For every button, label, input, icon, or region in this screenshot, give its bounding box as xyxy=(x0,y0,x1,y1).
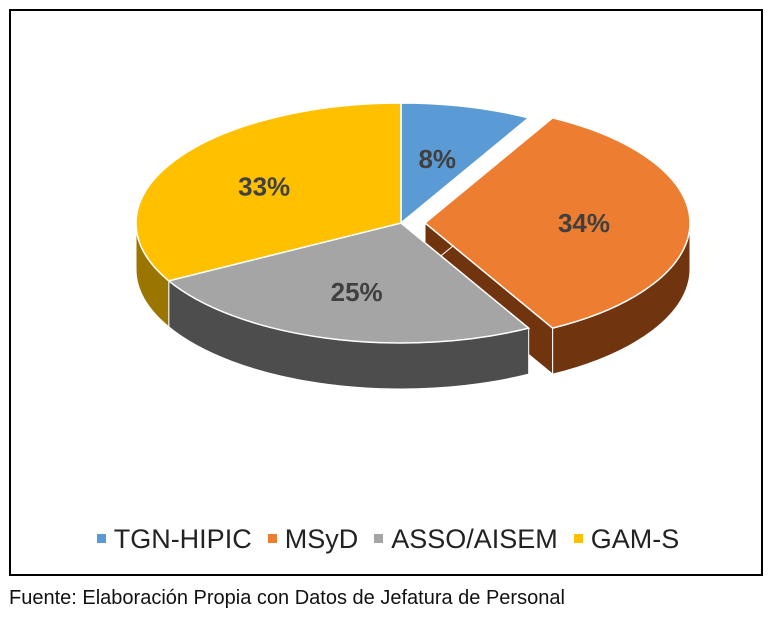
pie-slice-msyd xyxy=(423,117,691,329)
legend-item-asso-aisem: ASSO/AISEM xyxy=(374,524,558,555)
source-caption: Fuente: Elaboración Propia con Datos de … xyxy=(9,587,565,609)
legend-label-asso-aisem: ASSO/AISEM xyxy=(391,524,558,554)
legend-label-msyd: MSyD xyxy=(284,524,359,554)
legend-swatch-gam-s xyxy=(573,534,583,544)
legend-swatch-asso-aisem xyxy=(374,534,384,544)
pie-slice-tgn-hipic xyxy=(400,102,531,225)
data-label-tgn-hipic: 8% xyxy=(418,144,456,174)
legend-swatch-msyd xyxy=(267,534,277,544)
data-label-asso-aisem: 25% xyxy=(331,277,383,307)
pie-slice-gam-s xyxy=(135,102,402,282)
legend-label-gam-s: GAM-S xyxy=(590,524,680,554)
chart-legend: TGN-HIPIC MSyD ASSO/AISEM GAM-S xyxy=(11,524,765,555)
legend-label-tgn-hipic: TGN-HIPIC xyxy=(113,524,252,554)
legend-item-tgn-hipic: TGN-HIPIC xyxy=(96,524,252,555)
legend-item-gam-s: GAM-S xyxy=(573,524,680,555)
pie-slice-asso-aisem xyxy=(167,222,531,344)
chart-frame: 8% 34% 25% 33% TGN-HIPIC MSyD ASSO/AISEM GAM-S xyxy=(9,9,763,576)
data-label-msyd: 34% xyxy=(558,208,610,238)
legend-item-msyd: MSyD xyxy=(267,524,359,555)
pie-chart: 8% 34% 25% 33% xyxy=(135,102,691,390)
legend-swatch-tgn-hipic xyxy=(96,534,106,544)
data-label-gam-s: 33% xyxy=(238,171,290,201)
